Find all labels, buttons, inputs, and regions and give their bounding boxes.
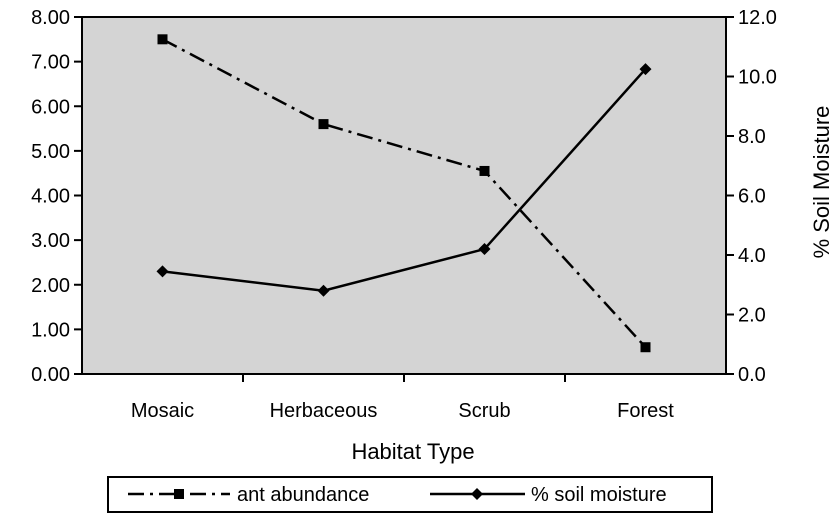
ant-abundance-point (640, 342, 651, 353)
right-tick-label: 2.0 (738, 305, 766, 327)
soil-moisture-point (478, 243, 491, 256)
x-category-label: Scrub (458, 400, 510, 422)
left-tick-label: 5.00 (31, 141, 70, 163)
left-tick-label: 7.00 (31, 52, 70, 74)
x-category-label: Forest (617, 400, 674, 422)
series-layer (156, 34, 652, 353)
x-category-label: Herbaceous (270, 400, 378, 422)
left-axis: 0.00 1.00 2.00 3.00 4.00 5.00 6.00 7.00 8.00 (31, 7, 82, 386)
left-tick-label: 1.00 (31, 319, 70, 341)
soil-moisture-point (156, 265, 169, 278)
ant-abundance-point (479, 165, 490, 176)
left-tick-label: 8.00 (31, 7, 70, 29)
right-tick-label: 0.0 (738, 364, 766, 386)
right-axis: 0.0 2.0 4.0 6.0 8.0 10.0 12.0 (726, 7, 777, 386)
legend: ant abundance % soil moisture (107, 476, 713, 513)
right-tick-label: 8.0 (738, 126, 766, 148)
legend-ant-abundance-marker (174, 489, 184, 499)
legend-box (107, 476, 713, 513)
x-category-label: Mosaic (131, 400, 194, 422)
right-tick-label: 12.0 (738, 7, 777, 29)
ant-abundance-point (318, 119, 329, 130)
ant-abundance-point (157, 34, 168, 45)
series-line-1 (162, 68, 647, 292)
left-tick-label: 4.00 (31, 186, 70, 208)
right-tick-label: 6.0 (738, 186, 766, 208)
plot-area (81, 16, 727, 375)
series-line-0 (161, 38, 647, 349)
left-tick-label: 2.00 (31, 275, 70, 297)
left-tick-label: 3.00 (31, 230, 70, 252)
right-tick-label: 10.0 (738, 67, 777, 89)
right-axis-title: % Soil Moisture (809, 106, 834, 259)
right-tick-label: 4.0 (738, 245, 766, 267)
soil-moisture-point (639, 63, 652, 76)
x-axis: Mosaic Herbaceous Scrub Forest (131, 374, 674, 422)
left-tick-label: 6.00 (31, 96, 70, 118)
soil-moisture-point (317, 284, 330, 297)
legend-soil-moisture-label: % soil moisture (531, 484, 667, 506)
left-tick-label: 0.00 (31, 364, 70, 386)
x-axis-title: Habitat Type (351, 439, 474, 464)
legend-ant-abundance-label: ant abundance (237, 484, 369, 506)
legend-soil-moisture-marker (471, 488, 483, 500)
